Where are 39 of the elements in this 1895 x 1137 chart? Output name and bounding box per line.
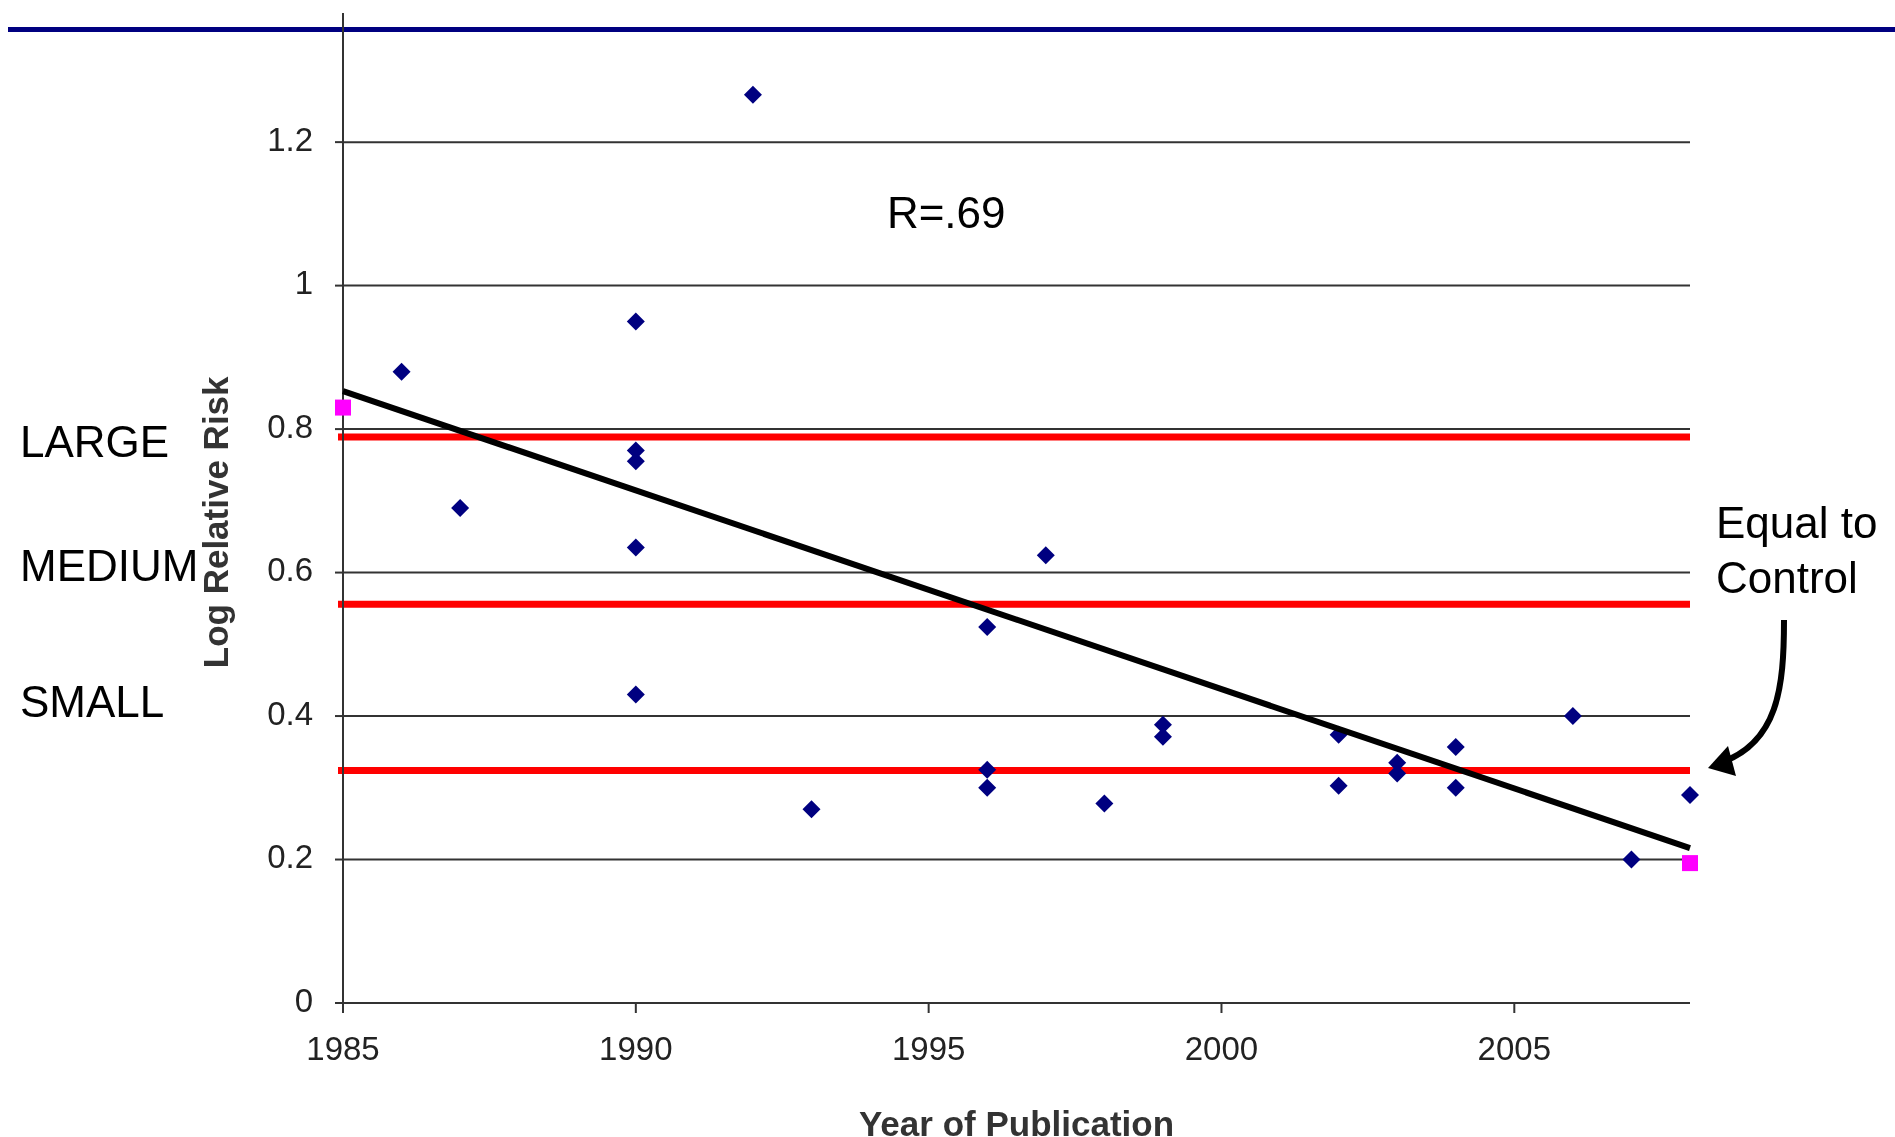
point <box>978 778 997 797</box>
x-tick-label: 2000 <box>1184 1030 1259 1067</box>
y-tick-label: 1 <box>294 264 313 302</box>
point <box>392 362 411 381</box>
text: SMALL <box>20 677 165 727</box>
text: LARGE <box>20 416 170 466</box>
point <box>626 312 645 331</box>
point <box>978 618 997 637</box>
point <box>1681 785 1699 804</box>
point <box>335 399 351 416</box>
y-axis-title: Log Relative Risk <box>196 375 235 669</box>
point <box>1095 794 1114 813</box>
point <box>1563 707 1582 726</box>
x-tick-label: 1990 <box>599 1030 673 1067</box>
text: Equal to Control <box>1716 498 1878 602</box>
point <box>1622 850 1641 869</box>
x-tick-label: 2005 <box>1477 1030 1552 1067</box>
point <box>626 685 645 704</box>
point <box>978 760 997 779</box>
point <box>1446 778 1465 797</box>
text: MEDIUM <box>20 540 199 590</box>
point <box>802 800 821 819</box>
y-tick-label: 0 <box>294 981 313 1019</box>
x-tick-label: 1985 <box>306 1030 380 1067</box>
point <box>743 85 762 104</box>
x-axis-title: Year of Publication <box>858 1104 1175 1137</box>
x-tick-label: 1995 <box>891 1030 966 1067</box>
y-tick-label: 0.8 <box>267 407 313 445</box>
y-tick-label: 1.2 <box>267 120 313 158</box>
y-tick-label: 0.4 <box>267 694 313 732</box>
point <box>1682 855 1698 872</box>
point <box>626 538 645 557</box>
y-tick-label: 0.2 <box>267 838 313 876</box>
point <box>1329 776 1348 795</box>
point <box>451 499 470 517</box>
point <box>1446 737 1465 756</box>
point <box>1036 546 1055 565</box>
annotation: R=.69 <box>886 188 1006 238</box>
y-tick-label: 0.6 <box>267 551 313 589</box>
